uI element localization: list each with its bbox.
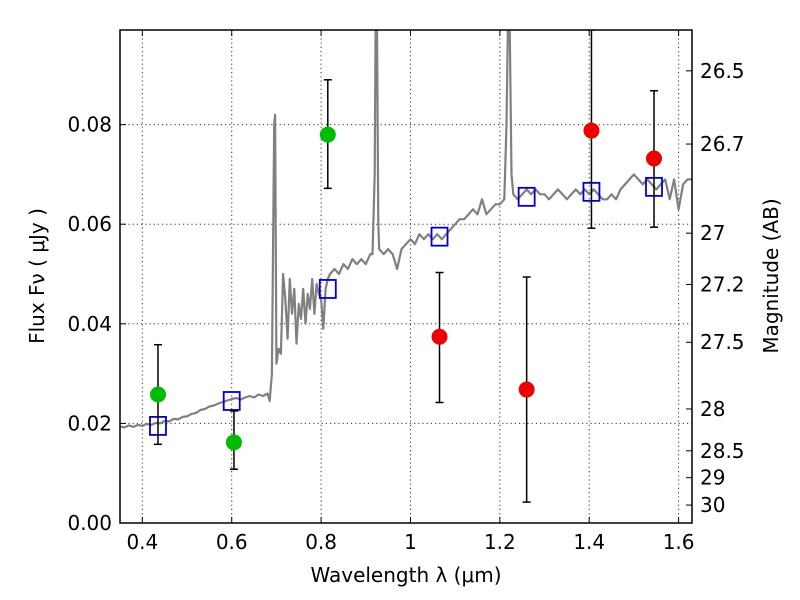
y-tick-label: 0.06 [67, 212, 112, 236]
x-tick-label: 0.4 [126, 530, 158, 554]
plot-frame [119, 29, 693, 524]
mag-tick-label: 28 [700, 397, 725, 421]
green-data-point [225, 434, 242, 451]
y-tick-label: 0.08 [67, 113, 112, 137]
y-tick-label: 0.02 [67, 411, 112, 435]
model-photometry-square [222, 391, 241, 411]
mag-tick-label: 30 [700, 493, 725, 517]
red-data-point [646, 150, 663, 167]
x-axis-label: Wavelength λ (μm) [310, 563, 501, 587]
x-tick-label: 1.4 [573, 530, 605, 554]
axis-ticks: 0.4 0.6 0.8 1 1.2 1.4 1.6 0.00 0.02 0.04 0.06 0.08 2… [67, 30, 745, 554]
x-tick-label: 1.2 [484, 530, 516, 554]
model-photometry-square [517, 186, 536, 207]
x-tick-label: 1 [404, 530, 417, 554]
grid-lines [120, 30, 692, 524]
mag-tick-label: 27 [700, 221, 725, 245]
y-tick-label: 0.00 [67, 511, 112, 535]
mag-tick-label: 27.2 [700, 272, 745, 296]
mag-tick-label: 27.5 [700, 330, 745, 354]
mag-tick-label: 28.5 [700, 439, 745, 463]
x-tick-label: 0.6 [216, 530, 248, 554]
mag-tick-label: 26.7 [700, 132, 745, 156]
model-photometry-square [430, 226, 449, 247]
x-tick-label: 1.6 [663, 530, 695, 554]
y2-axis-label: Magnitude (AB) [759, 198, 783, 353]
mag-tick-label: 26.5 [700, 59, 745, 83]
green-data-point [149, 386, 166, 403]
x-tick-label: 0.8 [305, 530, 337, 554]
green-data-point [319, 126, 336, 143]
plot-data [120, 30, 692, 503]
red-data-point [431, 328, 448, 345]
mag-tick-label: 29 [700, 466, 725, 490]
y-tick-label: 0.04 [67, 312, 112, 336]
model-photometry-square [318, 279, 337, 299]
spectrum-line [120, 30, 692, 429]
red-data-point [583, 122, 600, 139]
y-axis-label: Flux Fν ( μJy ) [25, 208, 49, 344]
red-data-point [518, 381, 535, 398]
